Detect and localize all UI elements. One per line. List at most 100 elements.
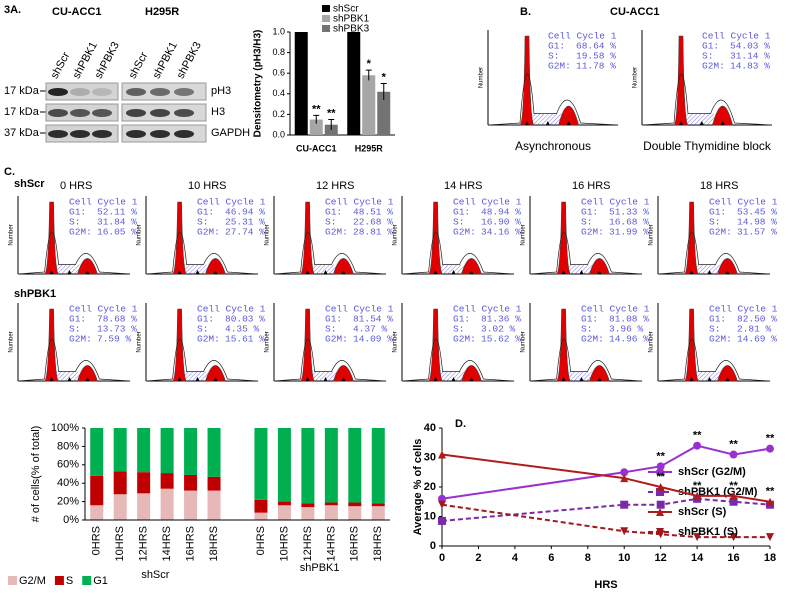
group-label: shScr	[141, 569, 169, 581]
flow-stat-label: S:	[453, 324, 464, 335]
flow-stat-value: 51.33 %	[609, 207, 649, 218]
bar-segment	[137, 493, 151, 520]
blot-band	[126, 88, 146, 96]
flow-marker	[49, 270, 54, 274]
flow-stat-label: S:	[69, 217, 80, 228]
significance: **	[327, 107, 336, 119]
legend-swatch	[322, 15, 330, 22]
flow-stat-value: 13.73 %	[97, 324, 137, 335]
flow-marker	[579, 270, 584, 274]
flow-stat-label: G2M:	[709, 227, 732, 238]
flow-marker	[49, 377, 54, 381]
flow-stat-value: 81.36 %	[481, 314, 521, 325]
flow-marker	[545, 121, 550, 125]
flow-stat-value: 68.64 %	[576, 41, 616, 52]
marker	[729, 450, 738, 459]
blot-band	[174, 109, 194, 117]
y-tick-label: 20	[424, 481, 436, 493]
lane-label: shScr	[49, 50, 73, 81]
error-bar	[365, 69, 372, 81]
flow-title: Cell Cycle 1	[581, 304, 650, 315]
flow-stat-label: G2M:	[197, 227, 220, 238]
flow-title: Cell Cycle 1	[197, 197, 266, 208]
flow-marker	[451, 377, 456, 381]
flow-g1-peak	[300, 308, 315, 382]
flow-title: Cell Cycle 1	[453, 304, 522, 315]
flow-marker	[323, 377, 328, 381]
flow-stat-label: G1:	[325, 207, 342, 218]
flow-stat-value: 31.57 %	[737, 227, 777, 238]
bar-segment	[207, 428, 221, 477]
flow-stat-label: S:	[581, 324, 592, 335]
y-tick-label: 0.2	[272, 109, 285, 119]
flow-y-label: Number	[521, 224, 527, 245]
y-axis-label: # of cells(% of total)	[30, 426, 42, 523]
flow-stat-label: S:	[197, 217, 208, 228]
flow-stat-value: 2.81 %	[737, 324, 772, 335]
flow-stat-label: S:	[702, 51, 713, 62]
x-axis-label: HRS	[594, 579, 617, 591]
flow-g1-peak	[684, 201, 699, 275]
flow-histogram: Number Cell Cycle 1G1: 53.45 % S: 14.98 % G2M…	[649, 196, 778, 275]
marker	[620, 500, 629, 509]
flow-y-label: Number	[649, 331, 655, 352]
bar-segment	[348, 506, 362, 520]
bar-segment	[254, 512, 268, 520]
flow-fit	[273, 231, 387, 275]
bar-segment	[348, 428, 362, 503]
flow-g1-peak	[684, 308, 699, 382]
significance: **	[656, 450, 665, 462]
flow-stat-label: G2M:	[325, 227, 348, 238]
bar-segment	[90, 428, 104, 476]
flow-stat-value: 3.96 %	[609, 324, 644, 335]
legend-swatch	[54, 576, 64, 585]
flow-fit	[641, 73, 773, 126]
flow-marker	[67, 270, 72, 274]
flow-stat-value: 16.90 %	[481, 217, 521, 228]
y-tick-label: 100%	[51, 422, 79, 434]
flow-stat-value: 4.35 %	[225, 324, 260, 335]
flow-g1-peak	[44, 308, 59, 382]
flow-marker	[561, 270, 566, 274]
blot-band	[48, 130, 68, 138]
flow-marker	[525, 121, 529, 125]
marker	[438, 516, 446, 525]
flow-marker	[323, 270, 328, 274]
bar-segment	[90, 505, 104, 520]
x-tick-label: 2	[475, 552, 481, 564]
flow-stat-value: 82.50 %	[737, 314, 777, 325]
flow-fit	[17, 338, 131, 382]
flow-marker	[579, 377, 584, 381]
flow-fit	[273, 338, 387, 382]
time-label: 10 HRS	[188, 180, 227, 192]
flow-marker	[85, 270, 90, 274]
flow-y-label: Number	[265, 331, 271, 352]
flow-y-label: Number	[9, 224, 15, 245]
flow-g1-peak	[172, 201, 187, 275]
legend-label: shPBK1 (S)	[678, 526, 738, 538]
flow-y-label: Number	[393, 331, 399, 352]
group-label: CU-ACC1	[52, 6, 102, 18]
legend-label: shScr	[333, 4, 359, 15]
flow-histogram: Number Cell Cycle 1G1: 80.03 % S: 4.35 % G2M:…	[137, 303, 266, 382]
flow-caption: Double Thymidine block	[643, 139, 772, 153]
flow-title: Cell Cycle 1	[325, 304, 394, 315]
marker	[729, 533, 738, 542]
flow-stat-label: G1:	[453, 207, 470, 218]
flow-marker	[213, 377, 218, 381]
flow-histogram: Number Cell Cycle 1G1: 81.08 % S: 3.96 % G2M:…	[521, 303, 650, 382]
flow-stat-label: G1:	[325, 314, 342, 325]
marker	[438, 500, 446, 509]
flow-stat-label: S:	[453, 217, 464, 228]
flow-y-label: Number	[137, 331, 143, 352]
marker	[693, 491, 702, 500]
bar-segment	[207, 476, 221, 491]
flow-marker	[341, 270, 346, 274]
x-tick-label: 0HRS	[91, 526, 103, 555]
bar-segment	[371, 506, 385, 520]
flow-y-label: Number	[521, 331, 527, 352]
flow-marker	[213, 270, 218, 274]
bar-segment	[277, 505, 291, 520]
flow-histogram: Number Cell Cycle 1G1: 54.03 % S: 31.14 % G2M…	[633, 30, 773, 126]
